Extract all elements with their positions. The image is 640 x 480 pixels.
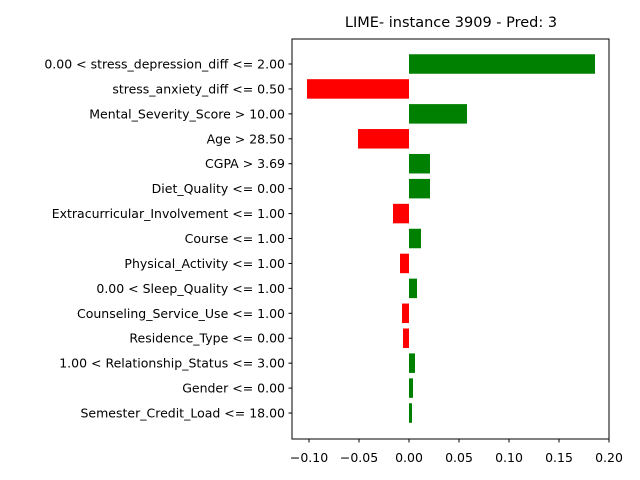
bar-13 xyxy=(409,378,413,398)
bar-5 xyxy=(409,178,430,199)
x-tick-label-4: 0.10 xyxy=(495,450,523,465)
x-tick-label-5: 0.15 xyxy=(545,450,573,465)
bar-11 xyxy=(403,328,409,348)
bar-7 xyxy=(409,228,421,249)
chart-title: LIME- instance 3909 - Pred: 3 xyxy=(345,15,557,31)
bar-12 xyxy=(409,353,415,373)
x-tick-label-0: −0.10 xyxy=(290,450,328,465)
y-tick-label-7: Course <= 1.00 xyxy=(185,231,285,246)
bar-14 xyxy=(409,403,412,423)
bar-10 xyxy=(402,303,409,324)
y-tick-label-14: Semester_Credit_Load <= 18.00 xyxy=(81,406,286,421)
bar-9 xyxy=(409,278,417,299)
x-tick-label-6: 0.20 xyxy=(595,450,623,465)
y-ticks-group: 0.00 < stress_depression_diff <= 2.00 str… xyxy=(44,57,292,421)
bar-4 xyxy=(409,153,430,174)
bars-group xyxy=(307,54,595,423)
y-tick-label-9: 0.00 < Sleep_Quality <= 1.00 xyxy=(96,281,285,296)
plot-frame xyxy=(291,38,610,440)
bar-1 xyxy=(307,79,409,99)
x-tick-label-3: 0.05 xyxy=(445,450,473,465)
bar-2 xyxy=(409,104,467,124)
bar-6 xyxy=(393,203,409,224)
y-tick-label-11: Residence_Type <= 0.00 xyxy=(129,331,285,346)
bar-3 xyxy=(358,129,409,149)
y-tick-label-13: Gender <= 0.00 xyxy=(182,381,285,396)
y-tick-label-8: Physical_Activity <= 1.00 xyxy=(124,256,285,271)
y-tick-label-10: Counseling_Service_Use <= 1.00 xyxy=(77,306,285,321)
y-tick-label-2: Mental_Severity_Score > 10.00 xyxy=(89,106,285,121)
y-tick-label-6: Extracurricular_Involvement <= 1.00 xyxy=(52,206,285,221)
x-tick-label-1: −0.05 xyxy=(340,450,378,465)
y-tick-label-5: Diet_Quality <= 0.00 xyxy=(152,181,285,196)
y-tick-label-3: Age > 28.50 xyxy=(207,131,285,146)
x-ticks-group: −0.10 −0.05 0.00 0.05 0.10 0.15 0.20 xyxy=(290,439,623,465)
y-tick-label-1: stress_anxiety_diff <= 0.50 xyxy=(112,81,285,96)
y-tick-label-4: CGPA > 3.69 xyxy=(205,156,285,171)
bar-0 xyxy=(409,54,595,74)
y-tick-label-12: 1.00 < Relationship_Status <= 3.00 xyxy=(59,356,285,371)
bar-8 xyxy=(400,253,409,274)
y-tick-label-0: 0.00 < stress_depression_diff <= 2.00 xyxy=(44,57,285,72)
x-tick-label-2: 0.00 xyxy=(395,450,423,465)
